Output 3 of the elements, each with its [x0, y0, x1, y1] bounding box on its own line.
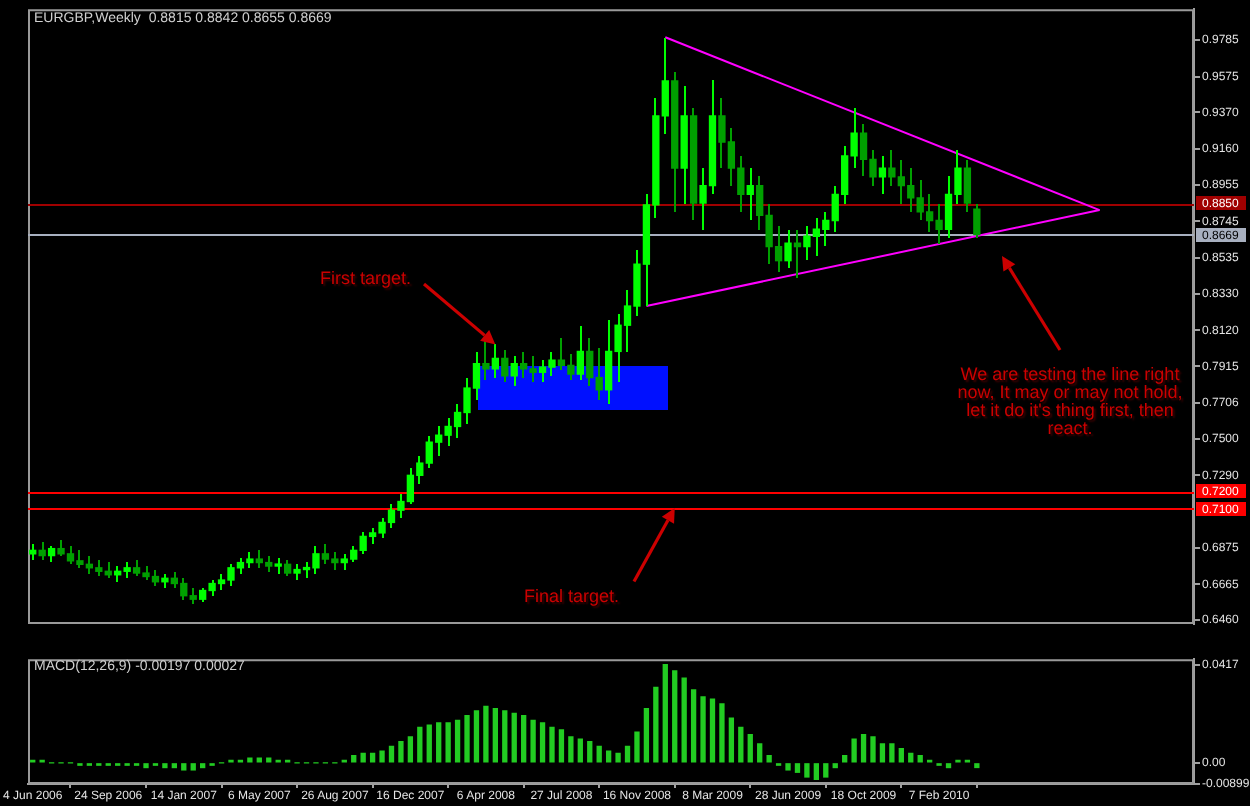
annotation: First target.	[320, 268, 412, 288]
annotation: Final target.	[524, 586, 620, 606]
annotation: We are testing the line right now, It may or may not hold, let it do it's thing first, then react.	[955, 364, 1185, 438]
